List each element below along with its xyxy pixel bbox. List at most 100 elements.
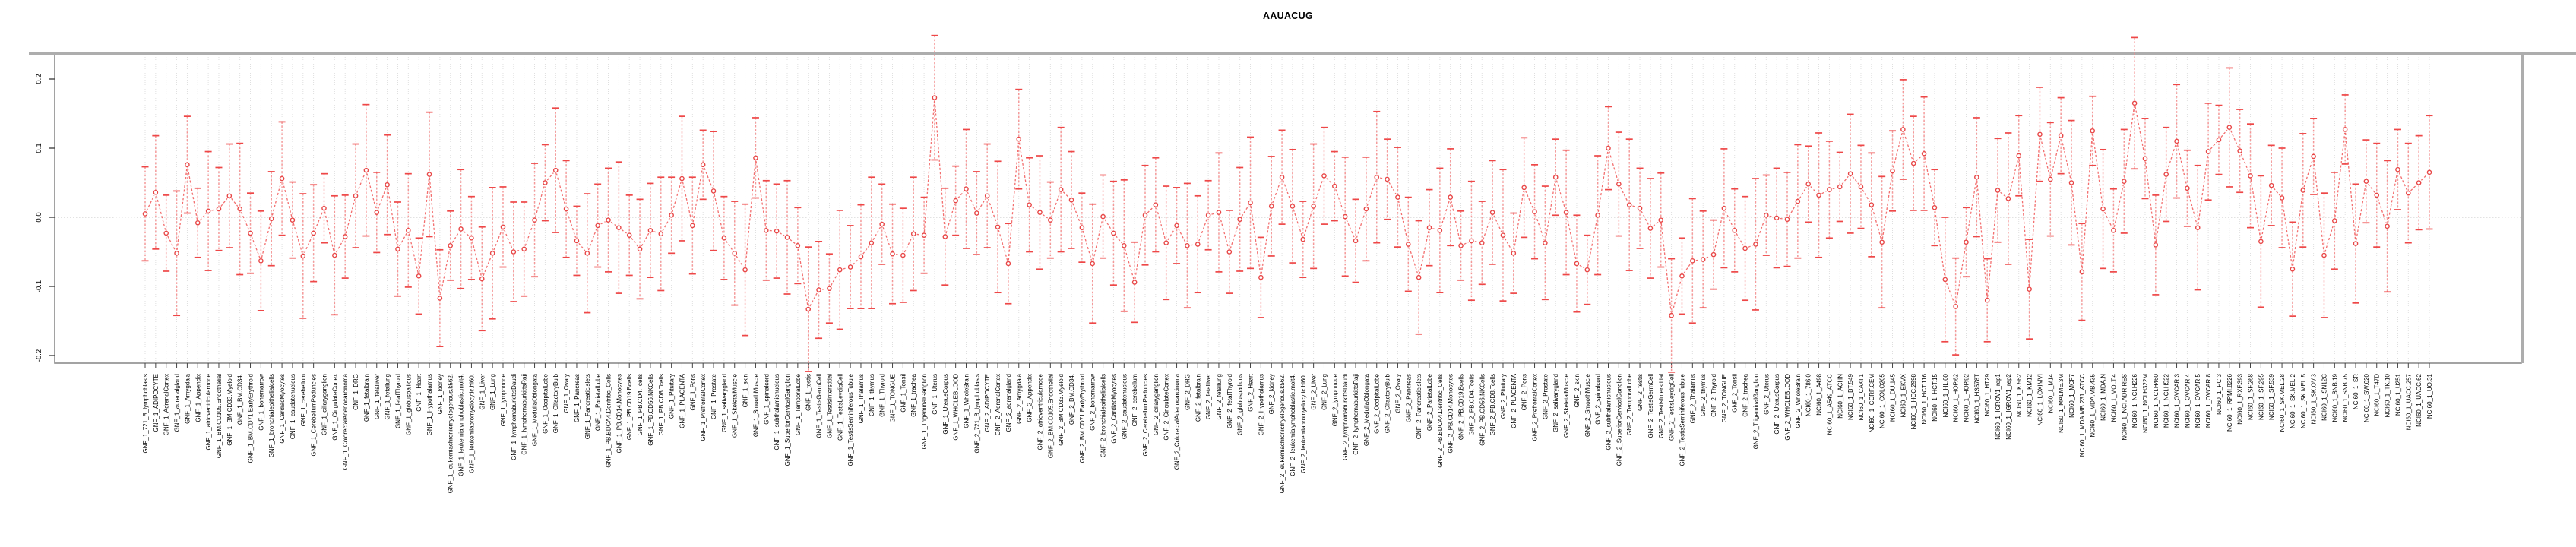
y-axis: 0.2 0.1 0.0 -0.1 -0.2 <box>35 74 55 362</box>
data-point <box>984 193 990 199</box>
data-point <box>1016 136 1022 142</box>
x-category-label: GNF_1_fetallung <box>385 374 391 419</box>
series-segment <box>1211 213 1216 215</box>
series-segment <box>704 167 713 188</box>
series-segment <box>1609 151 1619 182</box>
x-category-label: GNF_2_cerebellum <box>1131 374 1138 427</box>
data-point <box>500 224 506 230</box>
series-segment <box>440 248 451 296</box>
x-category-label: GNF_2_TestisGermCell <box>1647 374 1654 438</box>
data-point <box>2416 180 2422 185</box>
data-point <box>521 246 527 252</box>
x-category-label: GNF_1_Pancreas <box>574 374 581 422</box>
data-point <box>2048 176 2053 182</box>
series-segment <box>957 191 964 199</box>
plot-frame <box>29 52 2576 364</box>
data-point <box>1964 239 1969 245</box>
series-segment <box>366 173 377 210</box>
x-category-label: GNF_1_UterusCorpus <box>942 374 949 435</box>
series-segment <box>1579 264 1585 269</box>
data-point <box>363 167 369 173</box>
series-segment <box>1156 207 1166 240</box>
data-point <box>721 235 727 241</box>
series-segment <box>1545 180 1556 240</box>
x-category-label: NCI60_1_MDA.N <box>2100 374 2107 421</box>
x-category-label: GNF_1_OlfactoryBulb <box>552 373 559 433</box>
x-category-label: GNF_2_fetallung <box>1216 374 1223 419</box>
x-category-label: GNF_1_skin <box>742 374 749 407</box>
series-segment <box>356 173 366 193</box>
data-point <box>1953 304 1958 309</box>
series-segment <box>1008 142 1020 261</box>
x-category-label: NCI60_1_RPMI.8226 <box>2226 373 2233 432</box>
data-point <box>1469 238 1474 244</box>
x-category-label: GNF_2_Appendix <box>1027 374 1033 422</box>
x-category-label: GNF_2_CerebellumPeduncles <box>1142 374 1149 457</box>
data-point <box>1321 173 1327 179</box>
series-segment <box>610 221 617 226</box>
data-point <box>964 186 969 191</box>
data-point <box>258 258 264 264</box>
series-segment <box>451 231 460 243</box>
series-segment <box>1124 248 1135 280</box>
series-segment <box>1388 182 1397 195</box>
data-point <box>1363 206 1369 212</box>
x-category-label: GNF_1_fetalThyroid <box>394 374 401 428</box>
data-point <box>1342 213 1348 220</box>
x-category-label: GNF_1_TemporalLobe <box>795 373 802 435</box>
series-segment <box>2103 211 2113 228</box>
x-category-label: GNF_1_CingulateCortex <box>331 374 338 441</box>
x-category-label: NCI60_1_A549_ATCC <box>1826 374 1833 435</box>
series-segment <box>1756 218 1766 242</box>
data-point <box>1048 217 1053 223</box>
data-point <box>932 95 938 100</box>
data-point <box>1458 243 1464 248</box>
data-point <box>700 162 706 168</box>
data-point <box>1058 187 1064 192</box>
error-bars <box>141 34 2433 373</box>
series-segment <box>2398 172 2408 191</box>
data-point <box>1195 242 1201 247</box>
x-category-label: GNF_2_BM.CD34. <box>1068 374 1075 425</box>
x-category-label: GNF_2_DRG <box>1184 374 1191 410</box>
data-point <box>1121 243 1127 248</box>
data-point <box>395 246 400 252</box>
x-category-label: NCI60_1_SNB.75 <box>2342 373 2349 422</box>
data-point <box>1774 215 1780 221</box>
data-point <box>1500 232 1506 238</box>
y-tick-label: 0.0 <box>35 212 43 222</box>
data-point <box>1521 185 1527 191</box>
x-category-label: GNF_1_Amygdala <box>184 373 191 423</box>
data-point <box>1921 150 1927 157</box>
series-segment <box>1513 191 1524 250</box>
series-points <box>142 95 2432 318</box>
x-category-label: NCI60_1_HCC.2998 <box>1910 373 1917 429</box>
x-category-label: GNF_2_Tonsil <box>1732 374 1739 413</box>
series-segment <box>1705 255 1711 259</box>
data-point <box>595 223 600 229</box>
series-segment <box>2292 193 2303 266</box>
data-point <box>1869 202 1875 207</box>
data-point <box>458 226 464 232</box>
data-point <box>2174 138 2179 144</box>
data-point <box>869 240 875 245</box>
data-point <box>2363 179 2369 184</box>
data-point <box>2268 182 2274 188</box>
x-category-label: GNF_1_adrenalgland <box>174 374 181 432</box>
series-segment <box>2324 223 2334 252</box>
series-segment <box>324 211 334 252</box>
series-segment <box>923 101 935 232</box>
x-category-label: NCI60_1_U251 <box>2394 373 2401 416</box>
x-category-label: NCI60_1_UACC.257 <box>2405 373 2412 430</box>
series-segment <box>1409 247 1419 275</box>
x-category-label: GNF_1_spinalcord <box>763 374 770 425</box>
x-category-label: GNF_1_cerebellum <box>300 374 307 427</box>
series-segment <box>2040 138 2050 176</box>
data-point <box>1185 243 1190 248</box>
series-segment <box>1821 191 1827 194</box>
x-category-label: GNF_1_PrefrontalCortex <box>700 374 707 441</box>
x-category-label: NCI60_1_KM12 <box>2027 373 2033 416</box>
series-segment <box>1966 180 1977 239</box>
data-point <box>1416 274 1422 280</box>
